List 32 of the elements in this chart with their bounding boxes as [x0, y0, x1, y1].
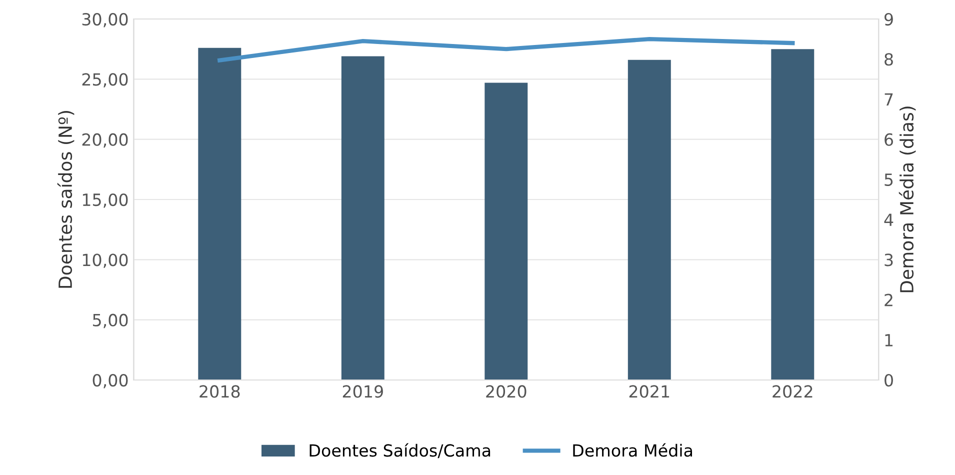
legend-label: Demora Média [573, 443, 692, 457]
x-tick-label: 2021 [629, 385, 670, 398]
y2-tick-label: 1 [885, 334, 893, 346]
bar [341, 56, 384, 380]
y2-tick-label: 3 [884, 254, 893, 266]
y2-tick-label: 5 [884, 174, 893, 186]
y-tick-label: 5,00 [93, 314, 128, 328]
y2-tick-label: 8 [884, 53, 893, 66]
legend-label: Doentes Saídos/Cama [310, 443, 490, 458]
bar [628, 60, 671, 380]
y-tick-label: 20,00 [82, 133, 128, 148]
y2-tick-label: 0 [884, 374, 893, 387]
x-tick-label: 2022 [772, 385, 812, 398]
x-tick-label: 2019 [342, 385, 383, 398]
x-tick-label: 2020 [486, 385, 526, 398]
x-tick-label: 2018 [200, 385, 240, 398]
y2-tick-label: 4 [884, 214, 894, 226]
y2-tick-label: 7 [884, 93, 893, 106]
y2-tick-label: 9 [884, 12, 893, 26]
y-tick-label: 10,00 [82, 254, 128, 268]
bar [198, 48, 242, 380]
y-tick-label: 15,00 [82, 193, 128, 208]
y-axis-title: Doentes saídos (Nº) [57, 111, 74, 288]
line-series [218, 36, 795, 62]
y2-tick-label: 6 [884, 133, 894, 146]
y2-tick-label: 2 [884, 294, 892, 306]
y2-axis-title: Demora Média (dias) [898, 106, 916, 292]
bar [484, 82, 528, 380]
y-tick-label: 25,00 [82, 73, 128, 88]
y-tick-label: 30,00 [82, 12, 128, 28]
bar [771, 49, 814, 380]
y-tick-label: 0,00 [92, 374, 128, 388]
